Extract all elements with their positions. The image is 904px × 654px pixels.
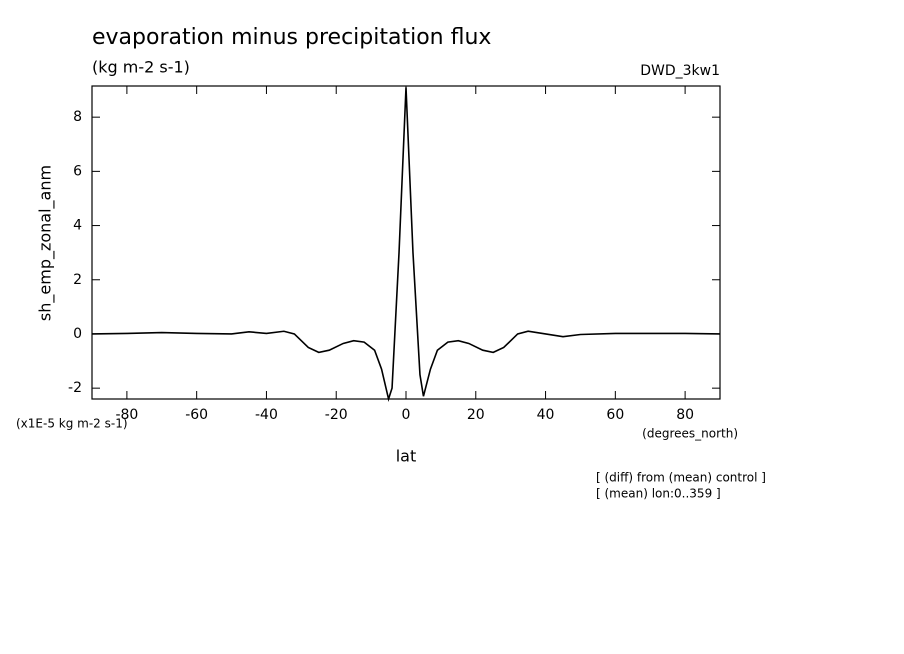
x-tick-label: -40 [255,407,278,423]
x-tick-label: 20 [467,407,485,423]
y-units: (x1E-5 kg m-2 s-1) [16,417,128,431]
x-units: (degrees_north) [642,427,738,441]
chart-title: evaporation minus precipitation flux [92,25,491,50]
data-line [91,87,721,402]
x-axis-label: lat [396,447,417,466]
dataset-label: DWD_3kw1 [640,63,720,79]
x-tick-label: -80 [115,407,138,423]
note: [ (diff) from (mean) control ] [596,471,766,485]
x-tick-label: -20 [325,407,348,423]
y-tick-label: -2 [68,380,82,396]
x-tick-label: 0 [402,407,411,423]
x-tick-label: -60 [185,407,208,423]
y-tick-label: 6 [73,163,82,179]
y-tick-label: 2 [73,272,82,288]
y-tick-label: 0 [73,326,82,342]
y-axis-label: sh_emp_zonal_anm [36,165,56,321]
x-tick-label: 40 [537,407,555,423]
chart-subtitle: (kg m-2 s-1) [92,58,190,77]
y-tick-label: 4 [73,218,82,234]
y-tick-label: 8 [73,109,82,125]
note: [ (mean) lon:0..359 ] [596,487,721,501]
x-tick-label: 60 [606,407,624,423]
x-tick-label: 80 [676,407,694,423]
